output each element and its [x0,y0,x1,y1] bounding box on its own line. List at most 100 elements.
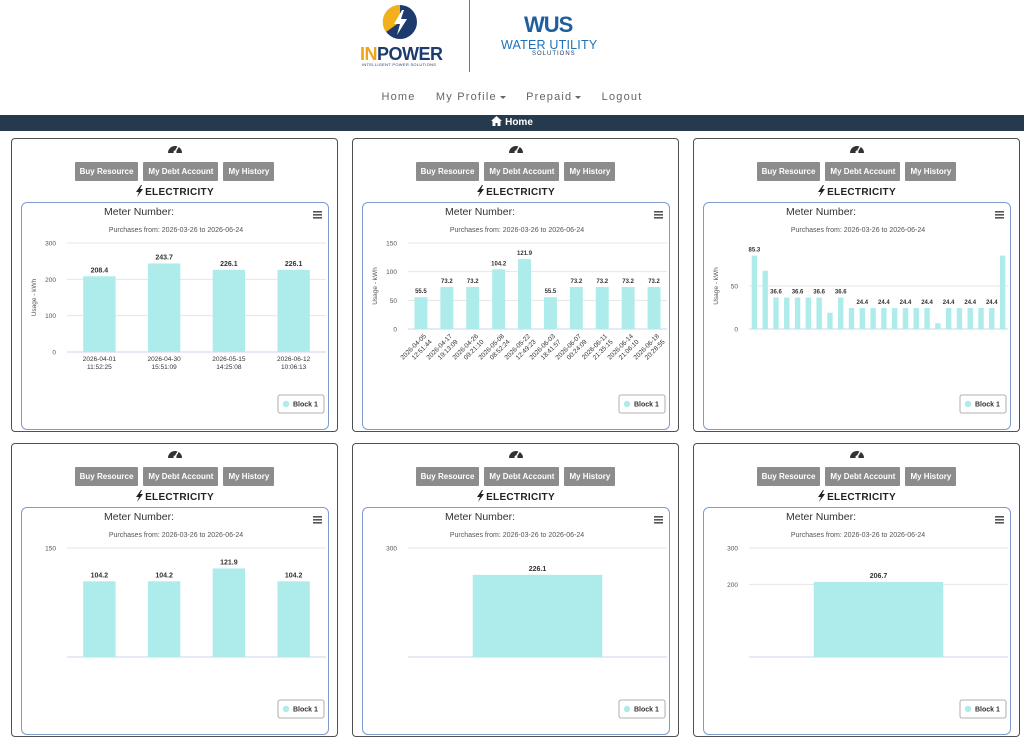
bar[interactable] [956,308,963,329]
bar[interactable] [83,581,116,657]
bar[interactable] [902,308,909,329]
bar[interactable] [762,270,768,329]
bar[interactable] [147,581,181,657]
button[interactable]: My History [905,467,957,486]
bar[interactable] [881,308,887,329]
bar[interactable] [989,308,995,329]
button[interactable]: My Debt Account [825,467,901,486]
bar[interactable] [621,287,635,329]
bar[interactable] [999,255,1006,329]
bar[interactable] [891,308,898,329]
bar[interactable] [543,297,557,329]
bar[interactable] [414,297,428,329]
legend: Block 1 [618,394,666,414]
gauge-icon [168,450,182,459]
chart-box: Meter Number: Purchases from: 2026-03-26 … [21,507,329,735]
bar[interactable] [838,297,844,329]
bar[interactable] [859,308,866,329]
bar[interactable] [773,297,779,329]
bar[interactable] [913,308,919,329]
button[interactable]: Buy Resource [756,467,821,486]
bar[interactable] [870,308,876,329]
button[interactable]: My History [564,467,616,486]
bar[interactable] [967,308,973,329]
bolt-shape [818,490,826,502]
nav-link[interactable]: Logout [601,91,643,103]
bar[interactable] [83,276,116,352]
button[interactable]: My History [905,162,957,181]
legend-label[interactable]: Block 1 [293,707,318,714]
bar[interactable] [466,287,480,329]
inpower-tagline: INTELLIGENT POWER SOLUTIONS [362,62,437,67]
nav-link[interactable]: My Profile [436,91,506,103]
bar[interactable] [848,308,855,329]
bar[interactable] [472,574,603,657]
bar[interactable] [277,581,310,657]
legend-label[interactable]: Block 1 [293,402,318,409]
button[interactable]: My History [564,162,616,181]
button[interactable]: My Debt Account [484,162,560,181]
bar[interactable] [978,308,984,329]
nav-link[interactable]: Home [381,91,416,103]
chart-menu[interactable] [313,211,322,219]
bar[interactable] [813,581,944,657]
legend-swatch [623,705,631,713]
gauge-shape [168,451,182,458]
bar[interactable] [827,312,833,329]
bar[interactable] [569,287,583,329]
button[interactable]: My History [223,467,275,486]
chart-menu[interactable] [995,211,1004,219]
button[interactable]: Buy Resource [756,162,821,181]
button[interactable]: My Debt Account [143,467,219,486]
button[interactable]: Buy Resource [415,467,480,486]
bar[interactable] [518,259,532,329]
menu-line [654,217,663,219]
chart-title: Meter Number: [104,511,174,523]
meter-card: Buy Resource My Debt Account My History ELE… [693,443,1020,737]
bar[interactable] [647,287,661,329]
wus-mark: WUS [524,12,573,37]
brand-part: IN [360,44,378,64]
bar[interactable] [212,269,246,352]
button[interactable]: Buy Resource [74,162,139,181]
gauge-icon [850,145,864,154]
button[interactable]: My Debt Account [484,467,560,486]
chart-menu[interactable] [313,516,322,524]
bar[interactable] [794,297,801,329]
menu-line [654,211,663,213]
bar[interactable] [945,308,952,329]
bar[interactable] [440,287,454,329]
button[interactable]: My History [223,162,275,181]
bar[interactable] [212,568,246,657]
bar[interactable] [147,263,181,352]
button[interactable]: My Debt Account [825,162,901,181]
chart: Meter Number: Purchases from: 2026-03-26 … [727,511,1008,719]
chart-subtitle: Purchases from: 2026-03-26 to 2026-06-24 [450,227,584,234]
legend-label[interactable]: Block 1 [634,707,659,714]
button[interactable]: My Debt Account [143,162,219,181]
chart-menu[interactable] [995,516,1004,524]
chart-menu[interactable] [654,211,663,219]
bar[interactable] [492,269,506,329]
home-icon [491,116,503,126]
button[interactable]: Buy Resource [74,467,139,486]
gauge-icon [509,450,523,459]
value-label: 85.3 [749,248,761,254]
legend-label[interactable]: Block 1 [975,707,1000,714]
bar[interactable] [805,297,812,329]
bar[interactable] [595,287,609,329]
bar[interactable] [751,255,758,329]
nav-link[interactable]: Prepaid [526,91,581,103]
bar[interactable] [924,308,930,329]
chart-menu[interactable] [654,516,663,524]
bar[interactable] [784,297,790,329]
legend-label[interactable]: Block 1 [634,402,659,409]
menu-line [995,516,1004,518]
bar[interactable] [816,297,822,329]
resource-label-row: ELECTRICITY [12,490,337,503]
bar[interactable] [277,269,310,352]
legend-label[interactable]: Block 1 [975,402,1000,409]
bar[interactable] [935,323,941,329]
breadcrumb[interactable]: Home [505,117,533,128]
button[interactable]: Buy Resource [415,162,480,181]
